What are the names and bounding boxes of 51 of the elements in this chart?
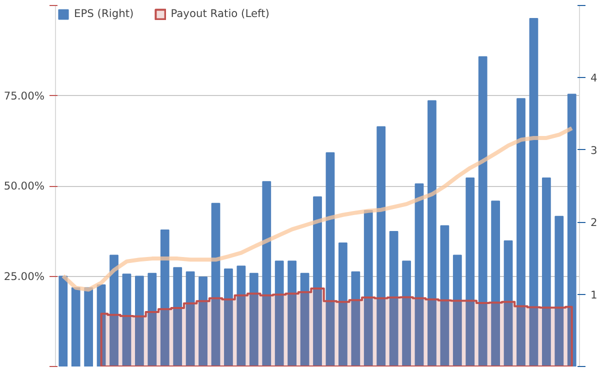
y-tick-label: 75.00% (4, 89, 45, 102)
bar (376, 126, 386, 366)
bar (504, 240, 513, 366)
bar (466, 178, 475, 366)
bar (542, 178, 551, 366)
bar (414, 183, 424, 366)
bar (160, 230, 170, 366)
bar (211, 202, 220, 366)
y2-tick-label: 4 (590, 72, 598, 85)
y-tick-label: 50.00% (4, 180, 45, 192)
y-tick-label: 25.00% (4, 270, 45, 283)
bar (313, 196, 322, 366)
bar (402, 260, 411, 366)
bar (529, 18, 538, 366)
bar (186, 271, 195, 366)
y2-tick-label: 3 (590, 144, 598, 157)
bar (224, 268, 233, 366)
legend-label: EPS (Right) (74, 7, 134, 20)
bar (478, 56, 488, 366)
y2-tick-label: 2 (590, 216, 598, 230)
bar (71, 287, 80, 366)
bar (440, 225, 450, 366)
bar (364, 210, 373, 366)
bar (173, 267, 182, 366)
line-series (61, 126, 574, 292)
bar (351, 271, 360, 366)
bar (148, 272, 157, 366)
bar (84, 287, 94, 366)
bar (389, 230, 398, 366)
bar (198, 276, 208, 366)
bar (110, 254, 118, 366)
bar (554, 216, 564, 366)
bar (135, 276, 144, 366)
bar (288, 260, 297, 366)
bar (236, 266, 246, 366)
bar (326, 152, 335, 366)
bar (58, 276, 68, 366)
legend-label: Payout Ratio (Left) (170, 7, 270, 20)
bar (491, 200, 500, 366)
bar (516, 98, 526, 366)
bar (300, 272, 310, 366)
bar (338, 242, 348, 366)
bar (96, 284, 106, 366)
bar (452, 254, 462, 366)
y2-tick-label: 1 (590, 288, 598, 302)
bar (274, 260, 284, 366)
bar (262, 181, 272, 366)
bar (567, 94, 576, 366)
bar (428, 100, 436, 366)
bar (249, 272, 258, 366)
bar (122, 274, 132, 366)
